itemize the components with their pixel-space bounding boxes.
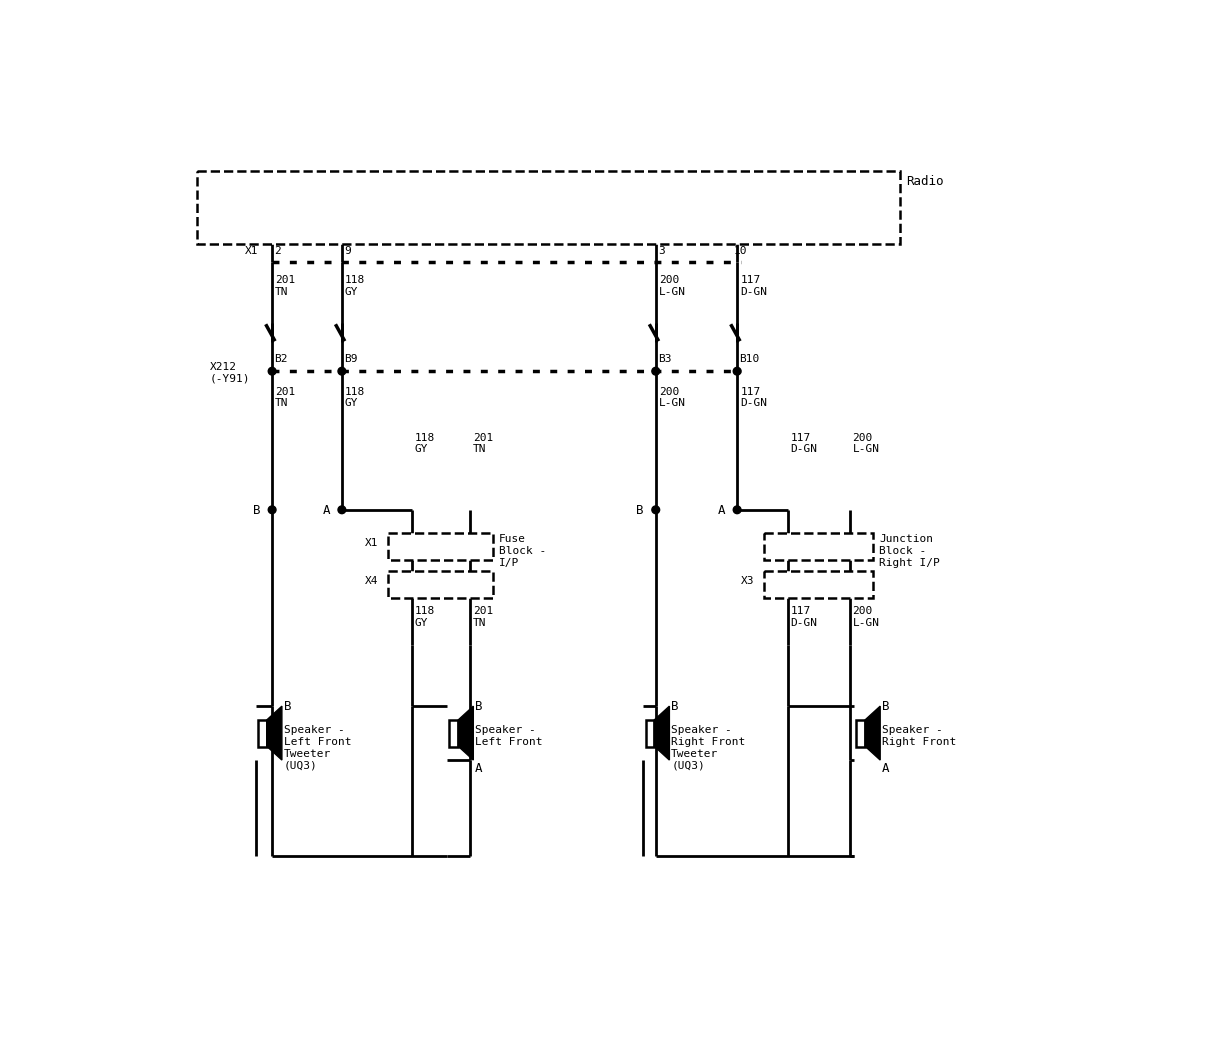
Text: 118
GY: 118 GY: [345, 387, 365, 408]
Text: 201
TN: 201 TN: [473, 606, 494, 628]
Text: 201
TN: 201 TN: [275, 387, 295, 408]
Text: X212
(-Y91): X212 (-Y91): [210, 362, 250, 384]
Circle shape: [652, 367, 659, 375]
Text: 118
GY: 118 GY: [415, 606, 435, 628]
Text: 118
GY: 118 GY: [345, 275, 365, 296]
Text: 118
GY: 118 GY: [415, 433, 435, 454]
Circle shape: [338, 505, 345, 514]
Text: B2: B2: [275, 355, 288, 364]
Text: A: A: [882, 761, 890, 775]
Text: B9: B9: [344, 355, 358, 364]
Text: A: A: [475, 761, 483, 775]
Bar: [388, 571, 492, 598]
Text: 3A1: 3A1: [790, 538, 811, 547]
Bar: [388, 532, 492, 560]
Text: B: B: [253, 503, 260, 517]
Bar: [856, 720, 865, 747]
Text: 200
L-GN: 200 L-GN: [852, 606, 879, 628]
Text: 117
D-GN: 117 D-GN: [741, 387, 767, 408]
Text: X3: X3: [741, 576, 754, 586]
Text: A1: A1: [473, 538, 486, 547]
Circle shape: [652, 505, 659, 514]
Bar: [197, 171, 900, 244]
Text: B: B: [283, 700, 292, 713]
Text: A2: A2: [852, 576, 866, 586]
Text: Right
Front
Speaker
Output (-): Right Front Speaker Output (-): [726, 180, 793, 225]
Circle shape: [269, 367, 276, 375]
Bar: [646, 720, 654, 747]
Text: 10: 10: [733, 246, 747, 257]
Text: 200
L-GN: 200 L-GN: [659, 275, 686, 296]
Text: 2: 2: [275, 246, 281, 257]
Text: B: B: [636, 503, 644, 517]
Text: B6: B6: [473, 576, 486, 586]
Bar: [764, 571, 873, 598]
Text: Speaker -
Right Front: Speaker - Right Front: [882, 726, 956, 747]
Text: X1: X1: [244, 246, 259, 257]
Bar: [450, 720, 458, 747]
Text: 201
TN: 201 TN: [473, 433, 494, 454]
Text: 117
D-GN: 117 D-GN: [790, 606, 817, 628]
Polygon shape: [458, 706, 473, 760]
Text: Speaker -
Right Front
Tweeter
(UQ3): Speaker - Right Front Tweeter (UQ3): [671, 726, 745, 771]
Text: 200
L-GN: 200 L-GN: [852, 433, 879, 454]
Text: Fuse
Block -
I/P: Fuse Block - I/P: [500, 535, 546, 568]
Text: X1: X1: [365, 538, 378, 547]
Text: A2: A2: [415, 538, 428, 547]
Text: Speaker -
Left Front: Speaker - Left Front: [475, 726, 542, 747]
Text: B: B: [475, 700, 483, 713]
Text: 117
D-GN: 117 D-GN: [741, 275, 767, 296]
Circle shape: [733, 367, 741, 375]
Text: X4: X4: [365, 576, 378, 586]
Text: B: B: [671, 700, 679, 713]
Circle shape: [338, 367, 345, 375]
Text: 117
D-GN: 117 D-GN: [790, 433, 817, 454]
Text: B10: B10: [739, 355, 760, 364]
Text: 3A2: 3A2: [852, 538, 873, 547]
Text: Speaker -
Left Front
Tweeter
(UQ3): Speaker - Left Front Tweeter (UQ3): [283, 726, 351, 771]
Text: 201
TN: 201 TN: [275, 275, 295, 296]
Text: Left
Front
Speaker
Output (-): Left Front Speaker Output (-): [331, 180, 398, 225]
Text: Radio: Radio: [906, 175, 944, 188]
Bar: [258, 720, 266, 747]
Bar: [764, 532, 873, 560]
Circle shape: [269, 505, 276, 514]
Text: B3: B3: [658, 355, 671, 364]
Polygon shape: [865, 706, 880, 760]
Text: B5: B5: [415, 576, 428, 586]
Polygon shape: [654, 706, 669, 760]
Text: Left
Front
Speaker
Output (+): Left Front Speaker Output (+): [260, 180, 328, 225]
Text: Right
Front
Speaker
Output (+): Right Front Speaker Output (+): [644, 180, 711, 225]
Text: A: A: [322, 503, 330, 517]
Text: A: A: [717, 503, 725, 517]
Text: B: B: [882, 700, 890, 713]
Polygon shape: [266, 706, 282, 760]
Text: 3: 3: [658, 246, 665, 257]
Text: Junction
Block -
Right I/P: Junction Block - Right I/P: [879, 535, 940, 568]
Text: A1: A1: [790, 576, 804, 586]
Text: 200
L-GN: 200 L-GN: [659, 387, 686, 408]
Text: 9: 9: [344, 246, 351, 257]
Circle shape: [733, 505, 741, 514]
